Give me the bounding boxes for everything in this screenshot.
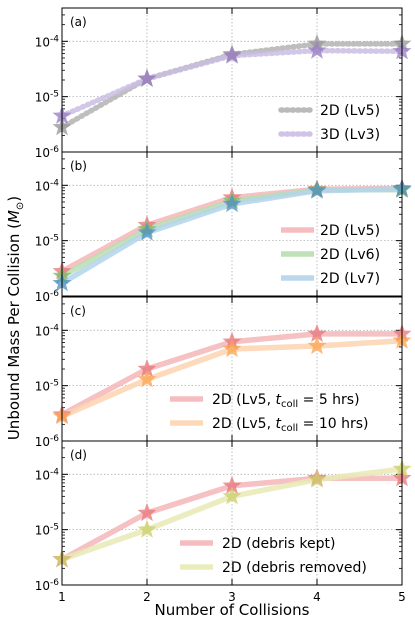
y-tick-label-base: 10: [35, 380, 50, 394]
legend-label: 3D (Lv3): [320, 127, 380, 143]
data-point-star: [307, 180, 327, 199]
legend-label: 2D (Lv5, tcoll = 5 hrs): [212, 392, 360, 410]
legend-label-text: 2D (Lv5,: [212, 416, 276, 432]
y-tick-label-exponent: -4: [50, 34, 59, 44]
y-tick-label: 10-6: [35, 289, 60, 304]
y-tick-label-base: 10: [35, 91, 50, 105]
y-tick-label-base: 10: [35, 290, 50, 304]
legend-label: 2D (Lv5, tcoll = 10 hrs): [212, 416, 368, 434]
y-tick-label-base: 10: [35, 35, 50, 49]
y-axis-label: Unbound Mass Per Collision (M⊙): [5, 196, 26, 440]
data-point-star: [222, 475, 242, 494]
y-tick-label-exponent: -5: [50, 523, 59, 533]
y-tick-label: 10-5: [35, 90, 59, 105]
panel-c: 10-610-510-4(c)2D (Lv5, tcoll = 5 hrs)2D…: [35, 296, 412, 449]
panel-d: 10-610-510-41 2 3 4 5(d)2D (debris kept)2D (…: [35, 440, 412, 604]
y-tick-label: 10-6: [35, 578, 60, 593]
panel-b: 10-610-510-4(b)2D (Lv5)2D (Lv6)2D (Lv7): [35, 151, 412, 304]
data-point-star: [307, 323, 327, 342]
legend-label: 2D (Lv7): [320, 271, 380, 287]
y-tick-label-exponent: -6: [50, 145, 59, 155]
plot-frame: [61, 440, 403, 586]
y-tick-label-exponent: -5: [50, 234, 59, 244]
legend-label: 2D (debris kept): [222, 536, 335, 552]
data-point-star: [137, 359, 157, 378]
data-point-star: [307, 336, 327, 355]
legend-label-text: 2D (Lv5,: [212, 392, 276, 408]
panel-label: (a): [70, 15, 87, 29]
y-tick-label-exponent: -4: [50, 467, 59, 477]
legend-label-sub: coll: [281, 399, 298, 410]
panel-label: (d): [70, 448, 87, 462]
data-point-star: [137, 519, 157, 538]
y-tick-label-exponent: -4: [50, 323, 59, 333]
y-tick-label-base: 10: [35, 524, 50, 538]
legend-label: 2D (Lv5): [320, 103, 380, 119]
panel-label: (b): [70, 159, 87, 173]
y-tick-label-base: 10: [35, 435, 50, 449]
data-point-star: [222, 45, 242, 64]
data-point-star: [307, 469, 327, 488]
y-axis-label-unit: M: [5, 210, 23, 223]
legend-label-text: 2D (Lv5): [320, 103, 380, 119]
x-tick-label: 1: [58, 590, 66, 604]
legend-label-text: 2D (debris removed): [222, 560, 367, 576]
svg-text:Unbound Mass Per Collision (M⊙: Unbound Mass Per Collision (M⊙): [5, 196, 26, 440]
legend-label-text: 2D (Lv5): [320, 223, 380, 239]
y-axis-label-subscript: ⊙: [15, 202, 26, 210]
panel-label: (c): [70, 304, 86, 318]
legend-label: 2D (debris removed): [222, 560, 367, 576]
data-point-star: [137, 503, 157, 522]
y-tick-label: 10-6: [35, 434, 60, 449]
data-point-star: [222, 486, 242, 505]
data-point-star: [222, 339, 242, 358]
y-tick-label: 10-4: [35, 323, 60, 338]
legend-label-text: 2D (Lv6): [320, 247, 380, 263]
y-tick-label-exponent: -5: [50, 379, 59, 389]
y-tick-label-base: 10: [35, 235, 50, 249]
legend-label: 2D (Lv6): [320, 247, 380, 263]
y-axis-label-close: ): [5, 196, 23, 202]
y-axis-label-text: Unbound Mass Per Collision (: [5, 223, 23, 440]
y-tick-label: 10-6: [35, 145, 60, 160]
y-tick-label-base: 10: [35, 324, 50, 338]
y-tick-label: 10-4: [35, 178, 60, 193]
x-tick-label: 2: [143, 590, 151, 604]
legend-label-sub: coll: [281, 423, 298, 434]
y-tick-label-exponent: -6: [50, 289, 59, 299]
y-tick-label: 10-5: [35, 234, 59, 249]
data-point-star: [307, 40, 327, 59]
panel-a: 10-610-510-4(a)2D (Lv5)3D (Lv3): [35, 7, 412, 160]
legend-label-var: t: [276, 416, 282, 432]
legend-label-text: 2D (Lv7): [320, 271, 380, 287]
legend-label-text: 3D (Lv3): [320, 127, 380, 143]
y-tick-label: 10-4: [35, 467, 60, 482]
y-tick-label-exponent: -6: [50, 578, 59, 588]
data-point-star: [137, 68, 157, 87]
x-tick-label: 3: [228, 590, 236, 604]
data-point-star: [222, 194, 242, 213]
y-tick-label-base: 10: [35, 579, 50, 593]
legend-label-var: t: [276, 392, 282, 408]
plot-frame: [61, 151, 403, 297]
legend-label: 2D (Lv5): [320, 223, 380, 239]
y-tick-label-base: 10: [35, 179, 50, 193]
x-axis-label: Number of Collisions: [155, 601, 310, 619]
legend-label-text: 2D (debris kept): [222, 536, 335, 552]
data-point-star: [137, 222, 157, 241]
y-tick-label-base: 10: [35, 468, 50, 482]
y-tick-label: 10-5: [35, 379, 59, 394]
x-tick-label: 4: [313, 590, 321, 604]
y-tick-label: 10-4: [35, 34, 60, 49]
data-point-star: [137, 369, 157, 388]
y-tick-label-exponent: -4: [50, 178, 59, 188]
y-tick-label-exponent: -5: [50, 90, 59, 100]
x-tick-label: 5: [398, 590, 406, 604]
y-tick-label-base: 10: [35, 146, 50, 160]
y-tick-label-exponent: -6: [50, 434, 59, 444]
legend-label-tail: = 5 hrs): [298, 392, 359, 408]
legend-label-tail: = 10 hrs): [298, 416, 368, 432]
y-tick-label: 10-5: [35, 523, 59, 538]
